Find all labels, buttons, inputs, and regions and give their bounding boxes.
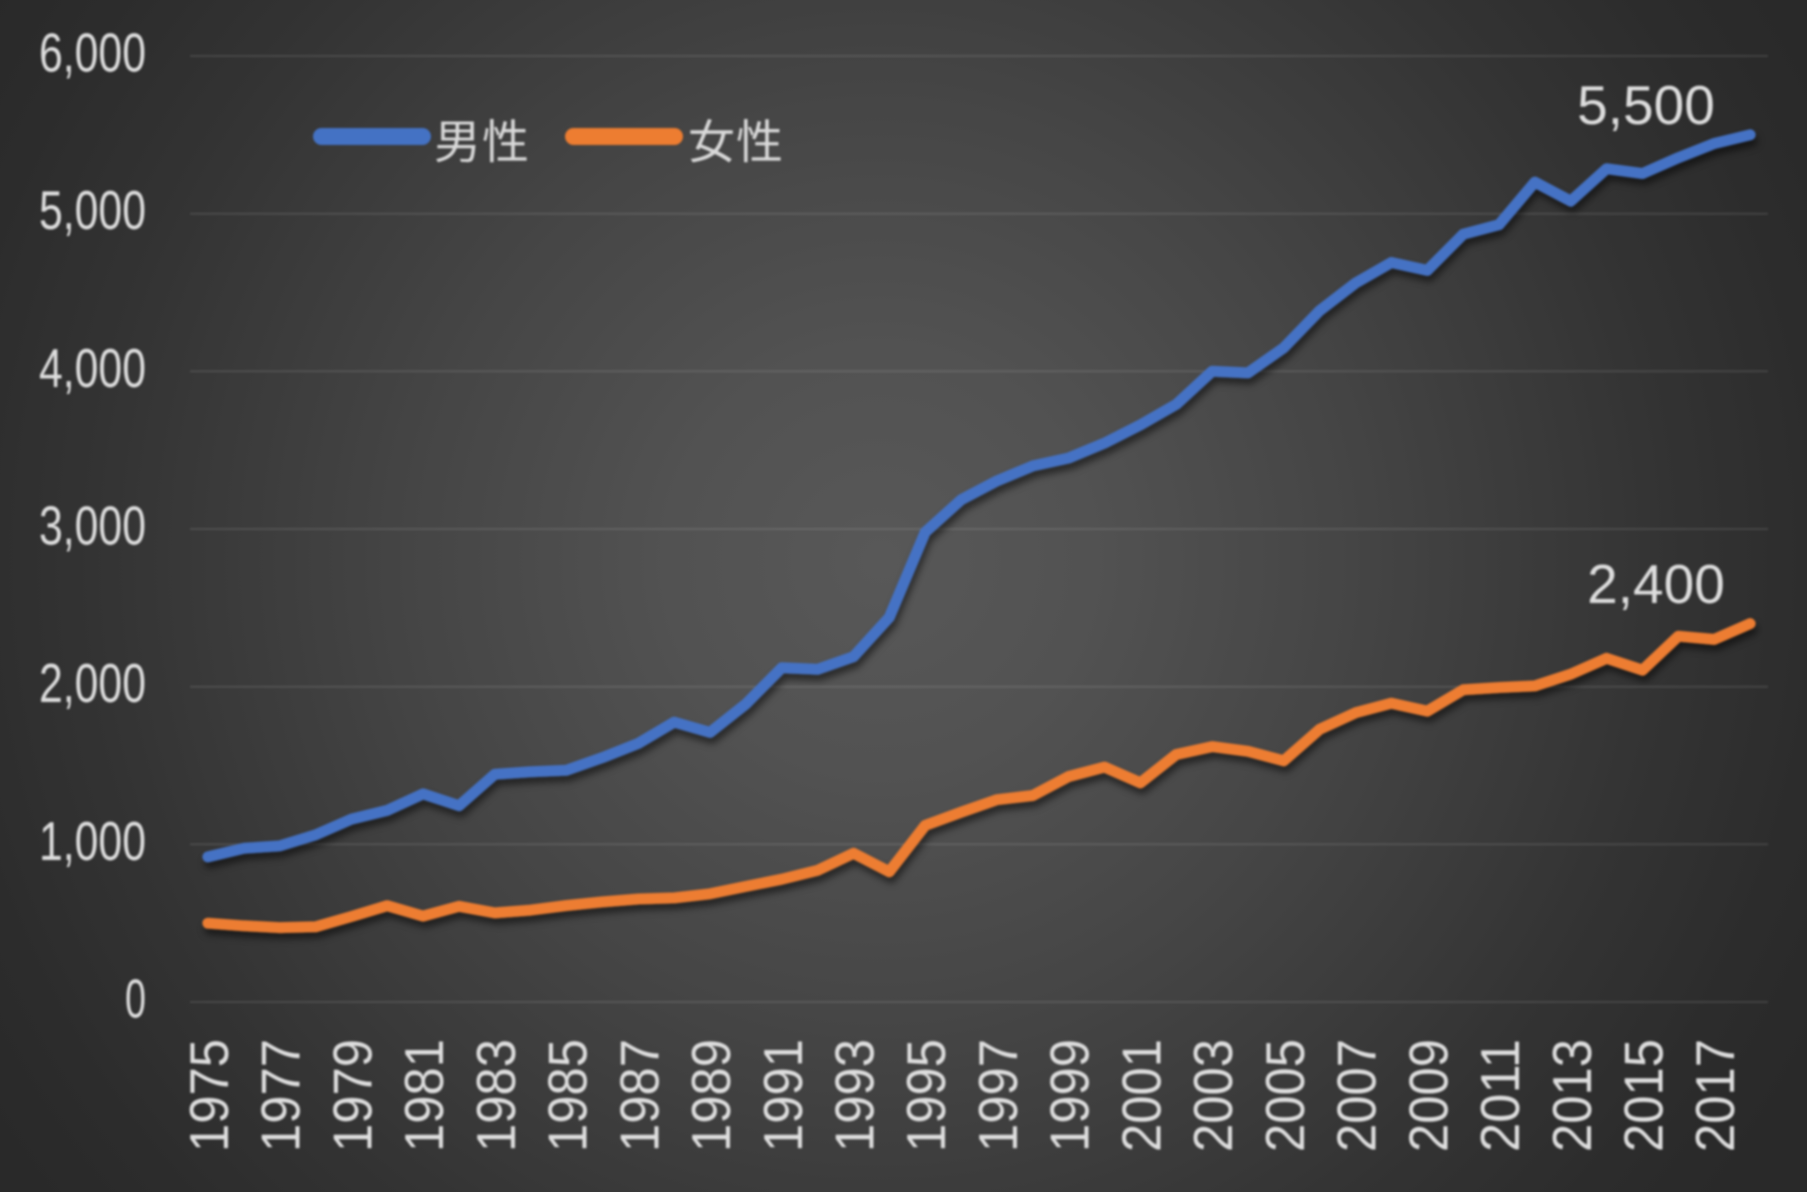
svg-text:3,000: 3,000 — [39, 495, 146, 557]
svg-text:1991: 1991 — [752, 1039, 814, 1152]
svg-text:1977: 1977 — [250, 1039, 312, 1152]
svg-text:1979: 1979 — [321, 1039, 383, 1152]
svg-text:1993: 1993 — [824, 1039, 886, 1152]
svg-text:5,500: 5,500 — [1577, 74, 1715, 136]
svg-text:5,000: 5,000 — [39, 179, 146, 241]
svg-text:1,000: 1,000 — [39, 810, 146, 872]
svg-text:1997: 1997 — [967, 1039, 1029, 1152]
svg-text:2013: 2013 — [1541, 1039, 1603, 1152]
svg-text:1981: 1981 — [393, 1039, 455, 1152]
svg-text:2009: 2009 — [1397, 1039, 1459, 1152]
svg-text:0: 0 — [125, 968, 146, 1030]
svg-text:2,400: 2,400 — [1587, 553, 1725, 615]
svg-text:2,000: 2,000 — [39, 652, 146, 714]
svg-text:1995: 1995 — [895, 1039, 957, 1152]
svg-text:6,000: 6,000 — [39, 22, 146, 84]
svg-text:4,000: 4,000 — [39, 337, 146, 399]
svg-text:1987: 1987 — [608, 1039, 670, 1152]
svg-text:1983: 1983 — [465, 1039, 527, 1152]
svg-text:1985: 1985 — [537, 1039, 599, 1152]
svg-text:1999: 1999 — [1039, 1039, 1101, 1152]
svg-text:1989: 1989 — [680, 1039, 742, 1152]
svg-text:2005: 2005 — [1254, 1039, 1316, 1152]
svg-text:2015: 2015 — [1613, 1039, 1675, 1152]
svg-text:2007: 2007 — [1326, 1039, 1388, 1152]
svg-text:2011: 2011 — [1469, 1039, 1531, 1152]
svg-text:1975: 1975 — [178, 1039, 240, 1152]
svg-text:2003: 2003 — [1182, 1039, 1244, 1152]
svg-text:2001: 2001 — [1110, 1039, 1172, 1152]
svg-text:2017: 2017 — [1684, 1039, 1746, 1152]
